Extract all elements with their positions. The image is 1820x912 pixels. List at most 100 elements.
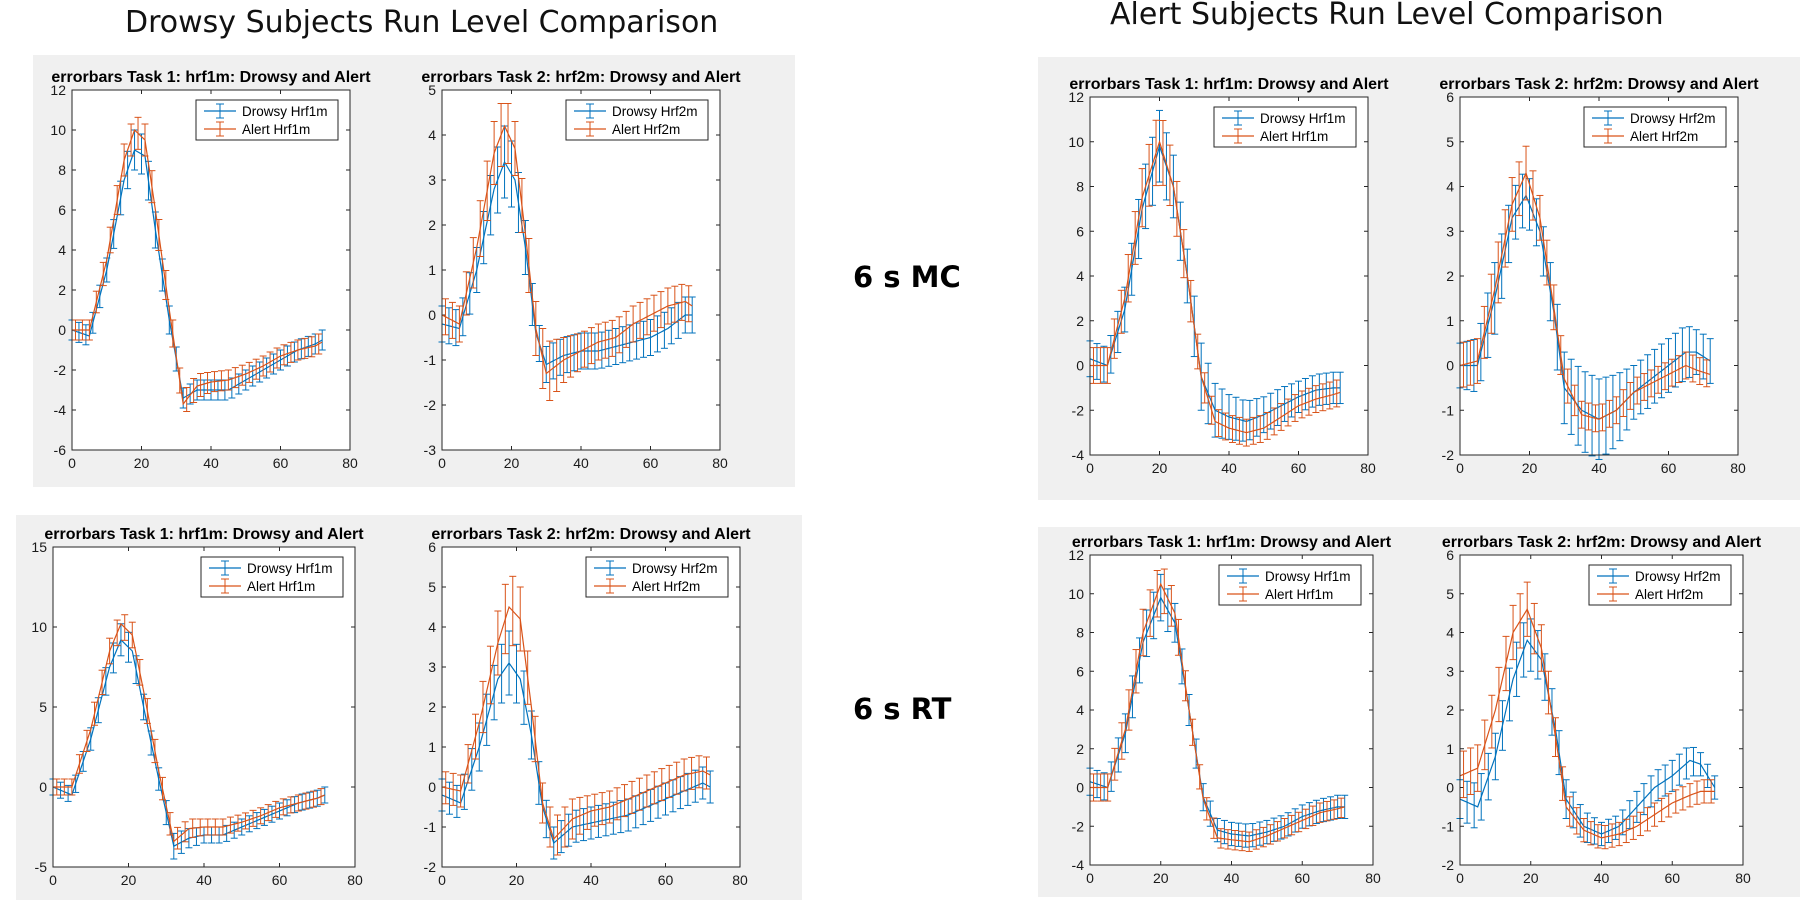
error-bar — [1633, 376, 1641, 405]
error-bar — [525, 238, 533, 293]
legend-item: Alert Hrf1m — [1227, 586, 1333, 602]
legend: Drowsy Hrf2m Alert Hrf2m — [1583, 106, 1727, 148]
error-bar — [1679, 786, 1687, 811]
error-bar — [457, 774, 465, 808]
y-tick-label: 12 — [1068, 89, 1084, 105]
error-bar — [308, 336, 316, 358]
error-bar — [1571, 384, 1579, 417]
chart-title: errorbars Task 2: hrf2m: Drowsy and Aler… — [431, 526, 751, 543]
left-heading: Drowsy Subjects Run Level Comparison — [125, 5, 719, 40]
x-tick-label: 0 — [49, 872, 57, 888]
error-bar — [441, 298, 449, 336]
error-bar — [509, 575, 517, 647]
legend-item: Alert Hrf2m — [574, 121, 680, 137]
y-tick-label: 2 — [1076, 741, 1084, 757]
error-bar — [688, 756, 696, 790]
y-tick-label: -2 — [424, 397, 437, 413]
error-bar — [113, 619, 121, 647]
error-bar — [257, 807, 265, 825]
error-bar — [1477, 773, 1485, 821]
error-bar — [294, 339, 302, 361]
error-bar — [591, 332, 599, 370]
y-tick-label: 0 — [428, 307, 436, 323]
error-bar — [1530, 602, 1538, 655]
error-bar — [266, 351, 274, 373]
error-bar — [539, 782, 547, 824]
legend-item: Drowsy Hrf2m — [574, 103, 698, 119]
error-bar — [445, 781, 453, 815]
error-bar — [568, 798, 576, 840]
error-bar — [1560, 351, 1568, 425]
legend-label: Alert Hrf1m — [247, 579, 315, 594]
error-bar — [1557, 335, 1565, 375]
error-bar — [204, 372, 212, 394]
error-bar — [1576, 804, 1584, 838]
chart-title: errorbars Task 2: hrf2m: Drowsy and Aler… — [1439, 76, 1759, 93]
y-tick-label: 10 — [50, 122, 66, 138]
error-bar — [287, 796, 295, 814]
error-bar — [1239, 399, 1247, 442]
error-bar — [1110, 318, 1118, 359]
error-bar — [1552, 717, 1560, 757]
error-bar — [1658, 797, 1666, 823]
y-tick-label: 2 — [58, 282, 66, 298]
error-bar — [1513, 641, 1521, 697]
error-bar — [629, 305, 637, 343]
y-tick-label: 3 — [1446, 663, 1454, 679]
error-bar — [302, 792, 310, 810]
chart-title: errorbars Task 1: hrf1m: Drowsy and Aler… — [1072, 534, 1392, 551]
plot-area — [442, 90, 720, 450]
error-bar — [1319, 797, 1327, 823]
error-bar — [1218, 388, 1226, 439]
series-line — [441, 124, 693, 375]
error-bar — [1520, 622, 1528, 678]
error-bar — [1093, 343, 1101, 380]
right-heading: Alert Subjects Run Level Comparison — [1110, 0, 1664, 32]
error-bar — [92, 290, 100, 314]
legend-label: Drowsy Hrf1m — [247, 561, 333, 576]
y-tick-label: -1 — [424, 819, 437, 835]
error-bar — [1612, 396, 1620, 425]
y-tick-label: 4 — [428, 619, 436, 635]
legend-item: Alert Hrf1m — [209, 578, 315, 594]
error-bar — [1574, 365, 1582, 446]
y-tick-label: 2 — [1446, 268, 1454, 284]
error-bar — [1288, 814, 1296, 836]
error-bar — [1097, 773, 1105, 802]
error-bar — [1323, 800, 1331, 822]
error-bar — [1704, 763, 1712, 788]
y-tick-label: 3 — [1446, 223, 1454, 239]
error-bar — [1118, 722, 1126, 760]
error-bar — [317, 788, 325, 806]
error-bar — [1537, 624, 1545, 672]
series-alert — [441, 103, 693, 401]
y-tick-label: 0 — [1076, 780, 1084, 796]
error-bar — [650, 294, 658, 332]
y-tick-label: 2 — [1446, 702, 1454, 718]
error-bar — [1678, 327, 1686, 383]
error-bar — [242, 812, 250, 830]
error-bar — [1495, 666, 1503, 723]
error-bar — [219, 818, 227, 836]
error-bar — [628, 780, 636, 814]
error-bar — [455, 305, 463, 343]
error-bar — [660, 311, 668, 349]
error-bar — [658, 768, 666, 802]
error-bar — [681, 296, 689, 334]
error-bar — [1578, 400, 1586, 429]
error-bar — [1277, 815, 1285, 840]
y-tick-label: 6 — [1076, 663, 1084, 679]
y-tick-label: 5 — [39, 699, 47, 715]
y-tick-label: 1 — [1446, 313, 1454, 329]
error-bar — [1225, 394, 1233, 440]
error-bar — [1204, 362, 1212, 425]
error-bar — [671, 285, 679, 323]
error-bar — [1336, 371, 1344, 405]
error-bar — [1619, 389, 1627, 418]
error-bar — [524, 650, 532, 705]
error-bar — [494, 610, 502, 676]
plot-area — [1460, 555, 1743, 865]
error-bar — [1260, 396, 1268, 434]
error-bar — [1256, 821, 1264, 846]
error-bar — [1142, 163, 1150, 230]
